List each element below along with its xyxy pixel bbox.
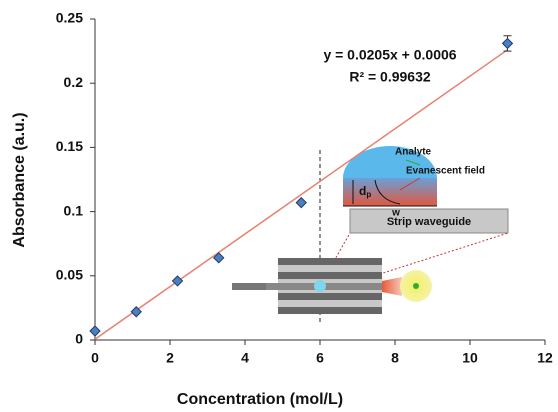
marker <box>171 275 184 287</box>
y-axis-label: Absorbance (a.u.) <box>11 112 28 247</box>
output-cone <box>382 277 402 296</box>
pointer <box>405 159 421 166</box>
field-region <box>343 178 437 206</box>
inset-label: w <box>391 208 400 219</box>
marker <box>130 306 142 318</box>
inset-diagram: Analyte Evanescent field dp w Strip wave… <box>232 146 509 322</box>
x-tick-label: 10 <box>462 350 478 366</box>
x-tick-label: 12 <box>537 350 553 366</box>
x-axis-label: Concentration (mol/L) <box>177 391 343 408</box>
x-tick-label: 8 <box>391 350 399 366</box>
marker <box>501 37 514 50</box>
y-tick-label: 0.2 <box>64 74 84 90</box>
marker <box>89 325 101 337</box>
x-tick-label: 2 <box>166 350 174 366</box>
waveguide-bar <box>349 208 509 234</box>
equation: y = 0.0205x + 0.0006 <box>323 47 456 63</box>
inset-label: Analyte <box>395 147 432 158</box>
inset-label: Evanescent field <box>406 166 485 177</box>
decay-curve <box>374 179 401 205</box>
y-tick-label: 0.15 <box>56 138 83 154</box>
drop <box>314 280 326 292</box>
y-tick-label: 0.1 <box>64 202 84 218</box>
x-tick-label: 4 <box>241 350 249 366</box>
analyte-dome <box>343 146 437 178</box>
y-tick-label: 0.25 <box>56 10 83 26</box>
feed <box>232 283 266 290</box>
inset-label: Strip waveguide <box>387 216 471 228</box>
x-tick-label: 0 <box>91 350 99 366</box>
grating-bar <box>278 293 382 300</box>
grating-bar <box>278 272 382 279</box>
marker <box>213 252 225 264</box>
grating-bar <box>278 307 382 314</box>
pointer <box>399 177 421 191</box>
grating-bar <box>278 258 382 265</box>
inset-label: dp <box>359 184 371 199</box>
y-tick-label: 0 <box>75 331 83 347</box>
zoom-line <box>329 232 509 291</box>
trendline <box>94 49 508 340</box>
y-tick-label: 0.05 <box>56 267 83 283</box>
x-tick-label: 6 <box>316 350 324 366</box>
detector-dot <box>413 283 419 289</box>
marker <box>295 196 307 209</box>
r-squared: R² = 0.99632 <box>349 69 431 85</box>
